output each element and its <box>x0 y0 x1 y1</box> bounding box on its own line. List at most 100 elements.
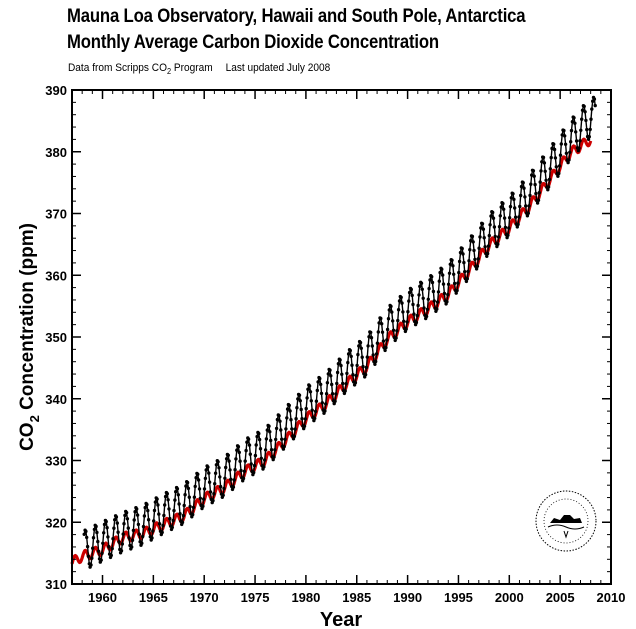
source-note-subscript: 2 <box>166 67 172 77</box>
data-point <box>193 484 197 489</box>
data-point <box>174 490 178 494</box>
series-line-1 <box>70 137 593 565</box>
data-point <box>170 525 174 530</box>
y-tick-label: 370 <box>45 207 67 222</box>
data-point <box>104 519 108 524</box>
data-point <box>544 178 548 182</box>
data-point <box>474 267 479 271</box>
data-point <box>412 312 416 316</box>
data-point <box>574 130 578 134</box>
data-point <box>380 322 384 326</box>
data-point <box>550 146 554 151</box>
data-point <box>447 271 452 275</box>
data-point <box>196 472 200 476</box>
data-point <box>498 214 502 218</box>
data-point <box>513 215 518 219</box>
y-tick-label: 360 <box>45 268 67 283</box>
data-point <box>111 537 115 541</box>
data-point <box>485 251 490 256</box>
data-point <box>175 487 180 491</box>
data-point <box>224 457 229 461</box>
data-point <box>110 546 114 551</box>
data-point <box>529 182 533 186</box>
data-point <box>262 465 266 469</box>
data-point <box>99 558 103 562</box>
data-point <box>425 307 430 312</box>
data-point <box>493 234 497 239</box>
y-axis-title-main: CO <box>17 422 38 451</box>
data-point <box>567 158 571 162</box>
x-tick-label: 2000 <box>495 590 524 605</box>
data-point <box>216 460 220 464</box>
data-point <box>165 492 169 496</box>
data-point <box>547 177 552 182</box>
data-point <box>213 482 217 486</box>
data-point <box>552 147 557 152</box>
data-point <box>582 104 586 109</box>
data-point <box>542 161 547 165</box>
data-point <box>350 363 354 367</box>
data-point <box>590 107 594 111</box>
data-point <box>279 428 283 432</box>
data-point <box>234 457 238 461</box>
data-point <box>386 317 391 321</box>
data-point <box>211 498 215 503</box>
data-point <box>463 270 467 274</box>
y-axis-title-subscript: 2 <box>27 415 42 422</box>
data-point <box>354 373 358 378</box>
data-point <box>328 368 332 372</box>
data-point <box>269 438 273 443</box>
data-point <box>479 226 483 230</box>
data-point <box>496 242 500 246</box>
data-point <box>532 174 536 178</box>
data-point <box>333 399 337 403</box>
data-point <box>238 459 242 463</box>
data-point <box>294 417 298 421</box>
data-point <box>157 512 161 516</box>
x-tick-label: 1965 <box>139 590 168 605</box>
data-point <box>309 399 313 403</box>
data-point <box>339 363 343 368</box>
data-point <box>399 295 403 300</box>
data-point <box>206 465 210 469</box>
data-point <box>363 372 368 377</box>
data-point <box>477 246 481 250</box>
data-point <box>124 511 129 515</box>
data-point <box>457 259 462 264</box>
data-point <box>122 522 126 526</box>
data-point <box>133 510 137 514</box>
data-point <box>141 534 145 539</box>
data-point <box>593 103 597 108</box>
data-point <box>84 529 88 534</box>
data-point <box>579 128 583 132</box>
data-point <box>441 273 445 277</box>
data-point <box>414 320 419 325</box>
data-point <box>123 513 127 518</box>
data-point <box>377 321 381 325</box>
data-point <box>285 416 289 420</box>
data-point <box>162 513 166 518</box>
data-point <box>152 508 157 513</box>
data-point <box>475 264 480 268</box>
data-point <box>85 544 90 549</box>
data-point <box>313 409 318 414</box>
data-point <box>522 186 526 190</box>
data-point <box>89 563 93 567</box>
data-point <box>580 117 584 121</box>
data-point <box>92 527 97 532</box>
data-point <box>380 330 385 334</box>
data-point <box>486 244 491 248</box>
data-point <box>478 235 482 239</box>
data-point <box>157 522 162 526</box>
data-point <box>584 118 588 123</box>
data-point <box>267 424 271 428</box>
data-point <box>314 399 319 403</box>
data-point <box>274 426 279 431</box>
data-point <box>396 318 400 323</box>
data-point <box>464 279 469 284</box>
data-point <box>168 516 172 521</box>
data-point <box>191 505 196 510</box>
data-point <box>186 486 191 491</box>
logo-anchor-icon <box>563 530 569 539</box>
data-point <box>287 403 291 408</box>
